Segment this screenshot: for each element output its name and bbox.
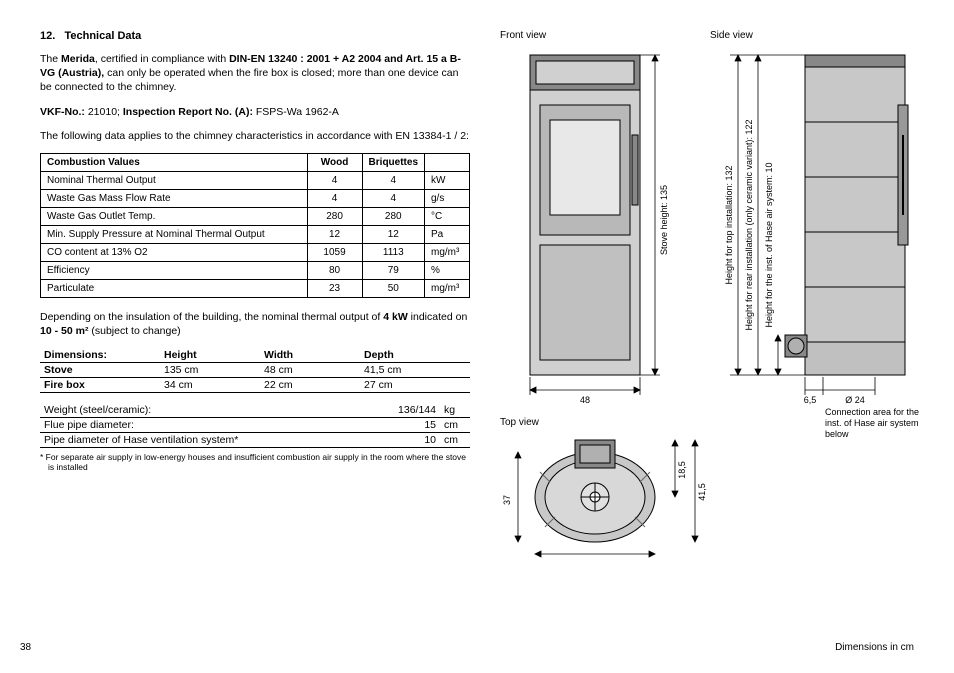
depth-37-label: 37 <box>502 495 512 505</box>
section-num: 12. <box>40 30 55 42</box>
table-row: Waste Gas Outlet Temp.280280°C <box>41 207 470 225</box>
footnote: * For separate air supply in low-energy … <box>40 452 470 472</box>
width-48-label: 48 <box>580 395 590 405</box>
vkf-para: VKF-No.: 21010; Inspection Report No. (A… <box>40 105 470 119</box>
section-name: Technical Data <box>64 30 141 42</box>
table-row: Min. Supply Pressure at Nominal Thermal … <box>41 225 470 243</box>
hase-install-label: Height for the inst. of Hase air system:… <box>764 162 774 327</box>
section-title: 12. Technical Data <box>40 30 470 42</box>
front-view-label: Front view <box>500 30 690 41</box>
depth-415-label: 41,5 <box>697 483 707 501</box>
depth-185-label: 18,5 <box>677 461 687 479</box>
rear-install-label: Height for rear installation (only ceram… <box>744 119 754 330</box>
top-view-diagram: 37 18,5 41,5 <box>500 432 710 567</box>
table-row: Nominal Thermal Output44kW <box>41 171 470 189</box>
page-number: 38 <box>20 642 31 653</box>
table-row: CO content at 13% O210591113mg/m³ <box>41 243 470 261</box>
table-row: Stove135 cm48 cm41,5 cm <box>40 363 470 378</box>
dimensions-table: Dimensions: Height Width Depth Stove135 … <box>40 348 470 393</box>
table-row: Flue pipe diameter:15cm <box>40 418 470 433</box>
output-para: Depending on the insulation of the build… <box>40 310 470 338</box>
table-row: Efficiency8079% <box>41 261 470 279</box>
table-row: Particulate2350mg/m³ <box>41 279 470 297</box>
th-wood: Wood <box>307 153 362 171</box>
table-row: Pipe diameter of Hase ventilation system… <box>40 433 470 448</box>
combustion-table: Combustion Values Wood Briquettes Nomina… <box>40 153 470 298</box>
stove-height-label: Stove height: 135 <box>659 185 669 255</box>
conn-area-label: Connection area for the inst. of Hase ai… <box>825 407 935 439</box>
th-unit <box>425 153 470 171</box>
top-install-label: Height for top installation: 132 <box>724 165 734 284</box>
th-briquettes: Briquettes <box>362 153 424 171</box>
table-header-row: Combustion Values Wood Briquettes <box>41 153 470 171</box>
side-65-label: 6,5 <box>804 395 817 405</box>
front-view-diagram: Stove height: 135 48 <box>500 45 690 405</box>
table-row: Weight (steel/ceramic):136/144kg <box>40 403 470 418</box>
table-row: Fire box34 cm22 cm27 cm <box>40 378 470 393</box>
side-view-label: Side view <box>710 30 940 41</box>
side-view-diagram: Height for top installation: 132 Height … <box>710 45 940 445</box>
th-combustion: Combustion Values <box>41 153 308 171</box>
chimney-para: The following data applies to the chimne… <box>40 129 470 143</box>
table-row: Waste Gas Mass Flow Rate44g/s <box>41 189 470 207</box>
dims-in-cm: Dimensions in cm <box>835 642 914 653</box>
dims-header-row: Dimensions: Height Width Depth <box>40 348 470 363</box>
specs-table: Weight (steel/ceramic):136/144kgFlue pip… <box>40 403 470 448</box>
side-o24-label: Ø 24 <box>845 395 865 405</box>
top-view-label: Top view <box>500 417 690 428</box>
intro-para: The Merida, certified in compliance with… <box>40 52 470 95</box>
